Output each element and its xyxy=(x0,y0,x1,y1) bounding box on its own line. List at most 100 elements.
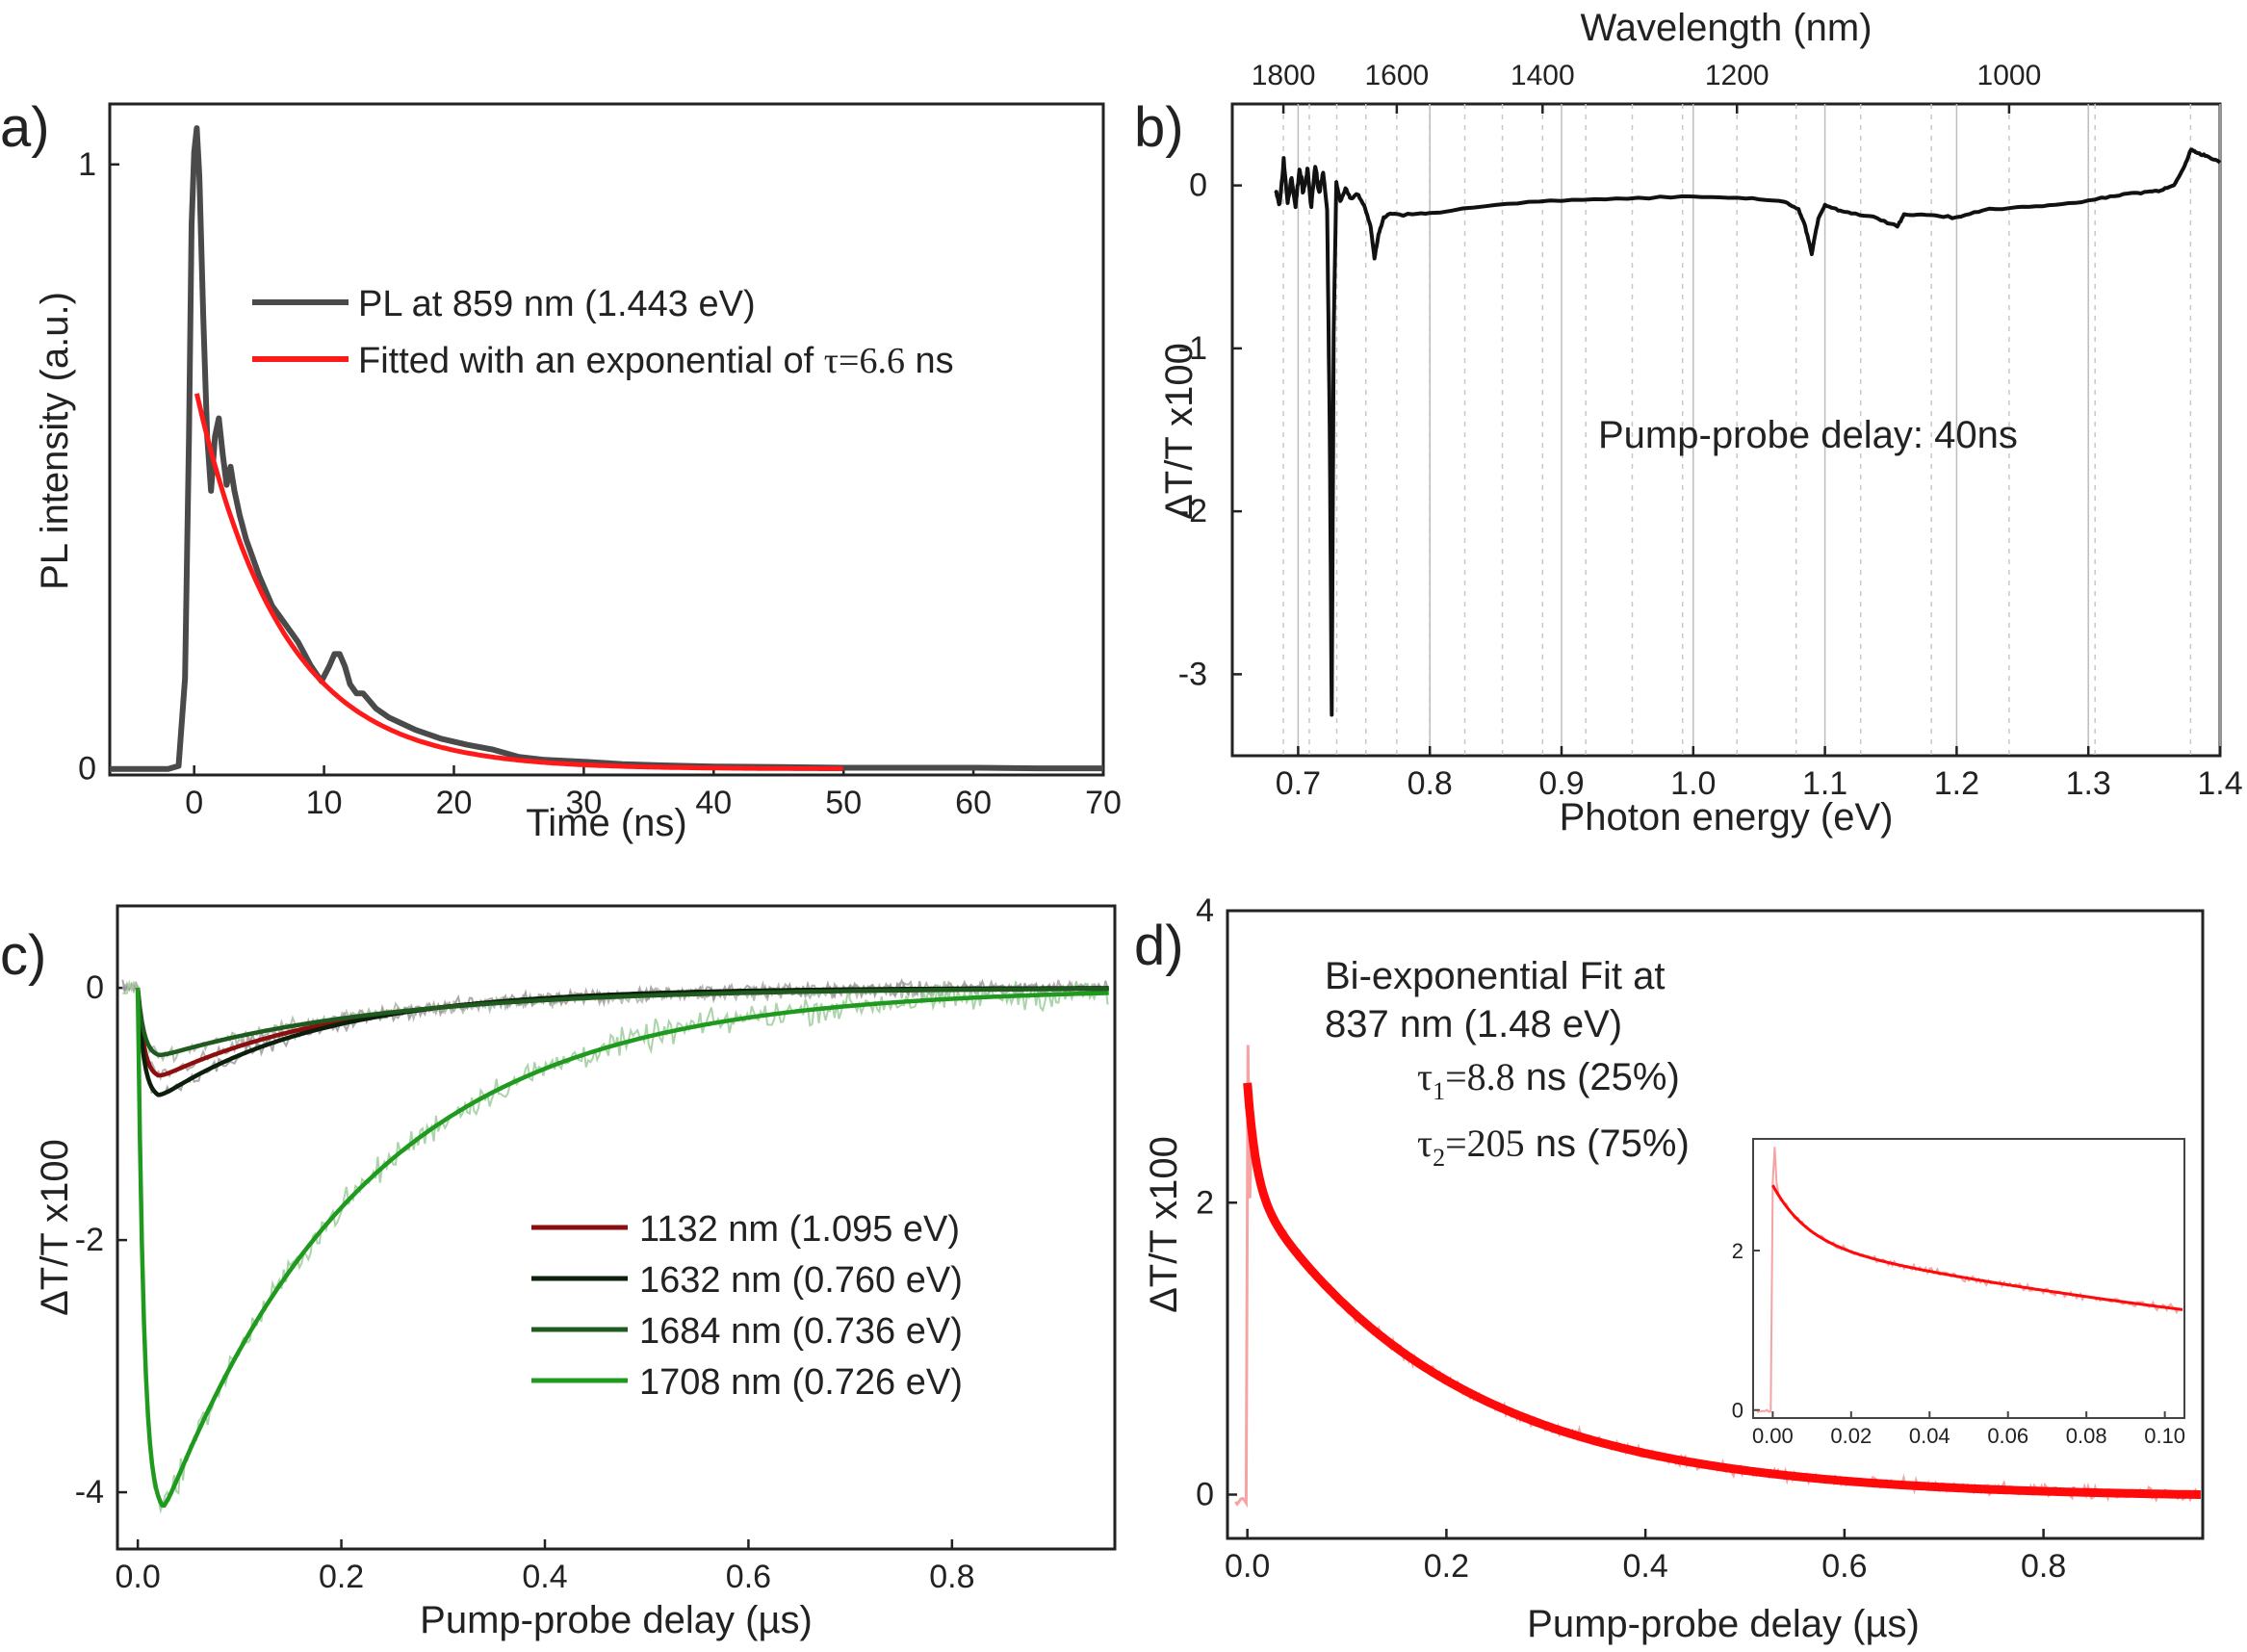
x-ticks-c: 0.0 0.2 0.4 0.6 0.8 xyxy=(116,1539,974,1595)
legend-text: 1132 nm (1.095 eV) xyxy=(639,1209,960,1250)
tau1-annotation: τ1=8.8 ns (25%) xyxy=(1417,1055,1680,1105)
y-tick-label: 4 xyxy=(1196,892,1214,929)
y-ticks-d: 0 2 4 xyxy=(1196,892,1237,1513)
series-line-fit xyxy=(1243,1082,2201,1499)
legend-a: PL at 859 nm (1.443 eV) Fitted with an e… xyxy=(252,284,954,381)
legend-text: 1708 nm (0.726 eV) xyxy=(639,1362,963,1403)
x-tick-label: 0.8 xyxy=(2021,1548,2066,1585)
plot-frame-d xyxy=(1226,909,2205,1540)
x-tick-label: 0.6 xyxy=(726,1559,771,1595)
series-line-fit xyxy=(194,393,843,771)
plot-frame-c xyxy=(116,904,1117,1551)
legend-fit-pre: Fitted with an exponential of xyxy=(358,341,824,381)
x-tick-label: 1.1 xyxy=(1802,765,1847,802)
y-tick-label: -2 xyxy=(1178,493,1207,529)
series-line-pl xyxy=(110,125,1103,772)
annotation-d-line2: 837 nm (1.48 eV) xyxy=(1325,1003,1622,1045)
x-tick-label: 0.8 xyxy=(929,1559,974,1595)
panel-label-d: d) xyxy=(1134,915,1184,977)
legend-fit-tau: τ=6.6 xyxy=(824,341,905,381)
x-tick-label: 10 xyxy=(306,785,343,821)
x-tick-label: 1.3 xyxy=(2066,765,2111,802)
panel-label-c: c) xyxy=(0,924,46,987)
annotation-b: Pump-probe delay: 40ns xyxy=(1598,414,2018,456)
x-ticks-d: 0.0 0.2 0.4 0.6 0.8 xyxy=(1225,1529,2066,1585)
tau1-symbol: τ xyxy=(1417,1055,1433,1098)
inset-x-tick-label: 0.06 xyxy=(1987,1424,2028,1448)
tau1-subscript: 1 xyxy=(1433,1077,1445,1105)
panel-b: 0.7 0.8 0.9 1.0 1.1 1.2 1.3 1.4 1800 1600 1400 120… xyxy=(1158,7,2243,839)
x-ticks-a: 0 10 20 30 40 50 60 70 xyxy=(185,765,1122,821)
x-tick-label: 0 xyxy=(185,785,203,821)
legend-text-fit: Fitted with an exponential of τ=6.6 ns xyxy=(358,341,954,381)
x-tick-label: 60 xyxy=(955,785,992,821)
top-x-ticks-b: 1800 1600 1400 1200 1000 xyxy=(1252,60,2042,114)
legend-c: 1132 nm (1.095 eV) 1632 nm (0.760 eV) 1684… xyxy=(531,1209,963,1403)
legend-text: 1632 nm (0.760 eV) xyxy=(639,1260,963,1301)
x-tick-label: 20 xyxy=(436,785,473,821)
x-tick-label: 0.2 xyxy=(1424,1548,1469,1585)
tau2-symbol: τ xyxy=(1417,1122,1433,1165)
tau2-subscript: 2 xyxy=(1433,1144,1445,1172)
y-tick-label: 0 xyxy=(1196,1477,1214,1513)
inset-d: 0.00 0.02 0.04 0.06 0.08 0.10 0 2 xyxy=(1732,1138,2185,1448)
y-ticks-b: 0 -1 -2 -3 xyxy=(1178,168,1242,692)
series-c xyxy=(135,986,1109,1509)
raw-trace xyxy=(122,979,1109,1515)
inset-y-tick-label: 2 xyxy=(1732,1239,1743,1263)
inset-x-tick-label: 0.02 xyxy=(1830,1424,1872,1448)
inset-series xyxy=(1756,1147,2183,1413)
x-tick-label: 0.2 xyxy=(319,1559,364,1595)
plot-frame-a xyxy=(108,102,1105,777)
x-tick-label: 50 xyxy=(825,785,862,821)
panel-d: 0.0 0.2 0.4 0.6 0.8 0 2 4 Pump-probe delay (µs… xyxy=(1143,892,2205,1645)
tau2-value: =205 xyxy=(1445,1122,1525,1165)
top-tick-label: 1800 xyxy=(1252,60,1316,91)
inset-fit-line xyxy=(1771,1184,2183,1311)
x-axis-label-b: Photon energy (eV) xyxy=(1560,796,1894,839)
x-axis-label-c: Pump-probe delay (µs) xyxy=(420,1599,813,1641)
y-tick-label: -4 xyxy=(75,1474,104,1510)
x-tick-label: 0.0 xyxy=(1225,1548,1270,1585)
top-tick-label: 1000 xyxy=(1977,60,2042,91)
x-tick-label: 0.0 xyxy=(116,1559,161,1595)
legend-fit-post: ns xyxy=(905,341,954,381)
x-tick-label: 0.4 xyxy=(1623,1548,1668,1585)
inset-x-tick-label: 0.04 xyxy=(1909,1424,1950,1448)
annotation-d-line1: Bi-exponential Fit at xyxy=(1325,955,1666,997)
x-tick-label: 0.9 xyxy=(1538,765,1584,802)
series-a xyxy=(110,125,1103,772)
y-axis-label-d: ΔT/T x100 xyxy=(1143,1136,1185,1313)
x-tick-label: 1.0 xyxy=(1670,765,1716,802)
y-axis-label-b: ΔT/T x100 xyxy=(1158,343,1201,520)
y-tick-label: -1 xyxy=(1178,330,1207,367)
y-ticks-a: 01 xyxy=(78,146,119,787)
top-tick-label: 1400 xyxy=(1511,60,1575,91)
tau1-value: =8.8 xyxy=(1445,1055,1515,1098)
top-tick-label: 1600 xyxy=(1364,60,1429,91)
raw-data-c xyxy=(121,978,1109,1515)
inset-y-tick-label: 0 xyxy=(1732,1399,1743,1423)
x-tick-label: 30 xyxy=(565,785,602,821)
x-tick-label: 70 xyxy=(1085,785,1122,821)
x-tick-label: 0.4 xyxy=(522,1559,567,1595)
y-axis-label-c: ΔT/T x100 xyxy=(34,1139,76,1316)
tau2-post: ns (75%) xyxy=(1525,1123,1690,1165)
panel-label-a: a) xyxy=(0,96,50,159)
series-line-fit-2 xyxy=(135,986,1109,1057)
x-axis-label-d: Pump-probe delay (µs) xyxy=(1527,1603,1920,1645)
inset-x-tick-label: 0.10 xyxy=(2144,1424,2185,1448)
series-b xyxy=(1274,147,2222,717)
y-tick-label: -2 xyxy=(75,1222,104,1258)
x-axis-label-a: Time (ns) xyxy=(526,802,686,844)
tau2-annotation: τ2=205 ns (75%) xyxy=(1417,1122,1690,1172)
x-ticks-b: 0.7 0.8 0.9 1.0 1.1 1.2 1.3 1.4 xyxy=(1276,746,2243,802)
panel-a: 0 10 20 30 40 50 60 70 01 Time (ns) PL intensit… xyxy=(34,102,1122,844)
y-tick-label: 0 xyxy=(86,969,104,1006)
x-tick-label: 1.2 xyxy=(1934,765,1979,802)
top-x-axis-label-b: Wavelength (nm) xyxy=(1580,7,1872,49)
y-ticks-c: 0 -2 -4 xyxy=(75,969,127,1510)
y-tick-label: 0 xyxy=(1189,168,1207,204)
x-tick-label: 0.8 xyxy=(1408,765,1453,802)
